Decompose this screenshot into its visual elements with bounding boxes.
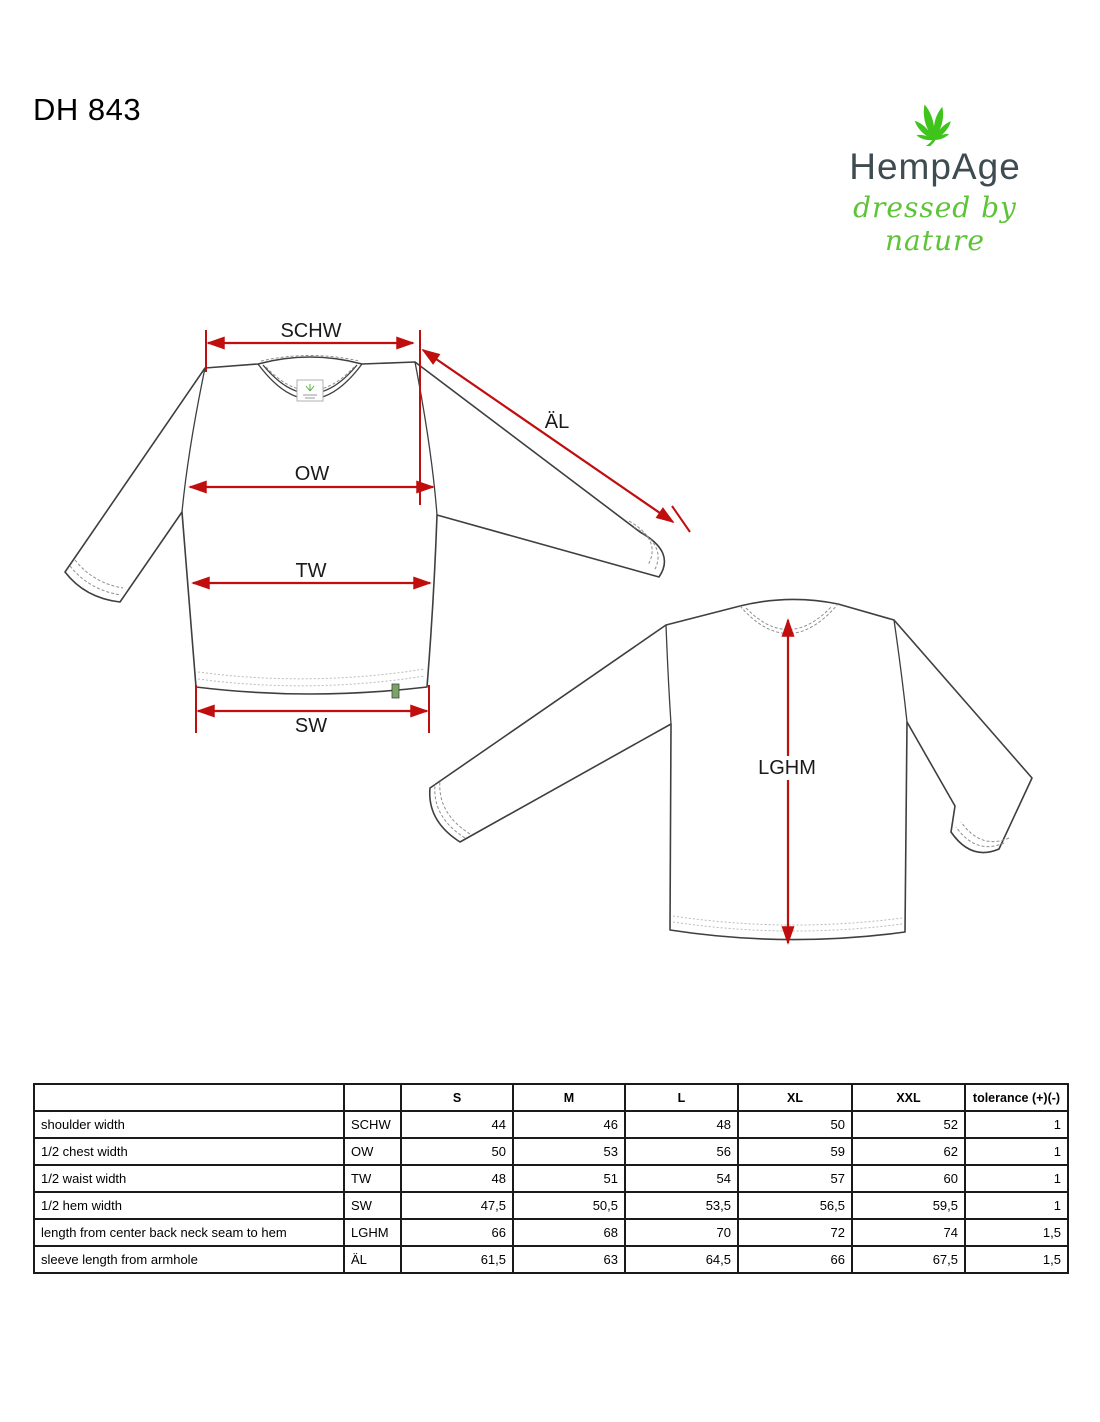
brand-logo: HempAge dressed by nature (818, 82, 1052, 257)
dim-label-tw: TW (295, 560, 326, 582)
header-empty-label (33, 1083, 345, 1112)
table-row: sleeve length from armhole ÄL 61,5 63 64… (33, 1245, 1069, 1274)
header-tolerance: tolerance (+)(-) (964, 1083, 1069, 1112)
value-xxl: 60 (851, 1164, 966, 1193)
value-s: 47,5 (400, 1191, 514, 1220)
value-s: 44 (400, 1110, 514, 1139)
value-xxl: 67,5 (851, 1245, 966, 1274)
value-m: 46 (512, 1110, 626, 1139)
garment-diagram: SCHW ÄL OW TW SW LGHM (64, 320, 1033, 945)
value-xl: 72 (737, 1218, 853, 1247)
brand-tagline: dressed by nature (853, 191, 1017, 257)
row-label: 1/2 chest width (33, 1137, 345, 1166)
size-table: S M L XL XXL tolerance (+)(-) shoulder w… (33, 1083, 1069, 1274)
value-m: 68 (512, 1218, 626, 1247)
value-xxl: 62 (851, 1137, 966, 1166)
dim-label-lghm: LGHM (758, 757, 816, 779)
dimension-arrows: SCHW ÄL OW TW SW LGHM (188, 320, 818, 945)
value-l: 70 (624, 1218, 739, 1247)
size-table-header-row: S M L XL XXL tolerance (+)(-) (33, 1083, 1069, 1112)
header-size-xl: XL (737, 1083, 853, 1112)
table-row: 1/2 waist width TW 48 51 54 57 60 1 (33, 1164, 1069, 1193)
value-l: 54 (624, 1164, 739, 1193)
neck-label (296, 379, 324, 402)
value-s: 50 (400, 1137, 514, 1166)
dim-label-schw: SCHW (280, 320, 341, 342)
hemp-leaf-icon (914, 104, 951, 146)
header-empty-code (343, 1083, 402, 1112)
row-label: sleeve length from armhole (33, 1245, 345, 1274)
hem-tag (391, 683, 400, 699)
value-tolerance: 1,5 (964, 1218, 1069, 1247)
value-m: 53 (512, 1137, 626, 1166)
value-l: 53,5 (624, 1191, 739, 1220)
back-view-drawing (428, 598, 1033, 941)
brand-name: HempAge (849, 146, 1021, 187)
table-row: 1/2 hem width SW 47,5 50,5 53,5 56,5 59,… (33, 1191, 1069, 1220)
row-code: OW (343, 1137, 402, 1166)
value-xl: 56,5 (737, 1191, 853, 1220)
page-title: DH 843 (33, 92, 142, 127)
header-size-l: L (624, 1083, 739, 1112)
value-xxl: 52 (851, 1110, 966, 1139)
value-xl: 66 (737, 1245, 853, 1274)
table-row: 1/2 chest width OW 50 53 56 59 62 1 (33, 1137, 1069, 1166)
value-s: 48 (400, 1164, 514, 1193)
header-size-s: S (400, 1083, 514, 1112)
header-size-m: M (512, 1083, 626, 1112)
value-s: 66 (400, 1218, 514, 1247)
front-view-drawing (64, 355, 666, 699)
row-label: 1/2 hem width (33, 1191, 345, 1220)
header-size-xxl: XXL (851, 1083, 966, 1112)
dim-label-ael: ÄL (545, 411, 569, 433)
row-label: shoulder width (33, 1110, 345, 1139)
table-row: length from center back neck seam to hem… (33, 1218, 1069, 1247)
value-xxl: 59,5 (851, 1191, 966, 1220)
dim-label-ow: OW (295, 463, 330, 485)
value-m: 51 (512, 1164, 626, 1193)
table-row: shoulder width SCHW 44 46 48 50 52 1 (33, 1110, 1069, 1139)
value-l: 56 (624, 1137, 739, 1166)
value-xl: 59 (737, 1137, 853, 1166)
value-tolerance: 1 (964, 1191, 1069, 1220)
row-code: ÄL (343, 1245, 402, 1274)
value-l: 48 (624, 1110, 739, 1139)
row-label: 1/2 waist width (33, 1164, 345, 1193)
row-code: SW (343, 1191, 402, 1220)
row-code: TW (343, 1164, 402, 1193)
value-xxl: 74 (851, 1218, 966, 1247)
value-tolerance: 1 (964, 1110, 1069, 1139)
value-m: 50,5 (512, 1191, 626, 1220)
value-xl: 57 (737, 1164, 853, 1193)
dim-label-sw: SW (295, 715, 327, 737)
value-m: 63 (512, 1245, 626, 1274)
value-tolerance: 1 (964, 1137, 1069, 1166)
value-l: 64,5 (624, 1245, 739, 1274)
value-tolerance: 1 (964, 1164, 1069, 1193)
value-s: 61,5 (400, 1245, 514, 1274)
row-code: LGHM (343, 1218, 402, 1247)
row-label: length from center back neck seam to hem (33, 1218, 345, 1247)
value-xl: 50 (737, 1110, 853, 1139)
row-code: SCHW (343, 1110, 402, 1139)
value-tolerance: 1,5 (964, 1245, 1069, 1274)
